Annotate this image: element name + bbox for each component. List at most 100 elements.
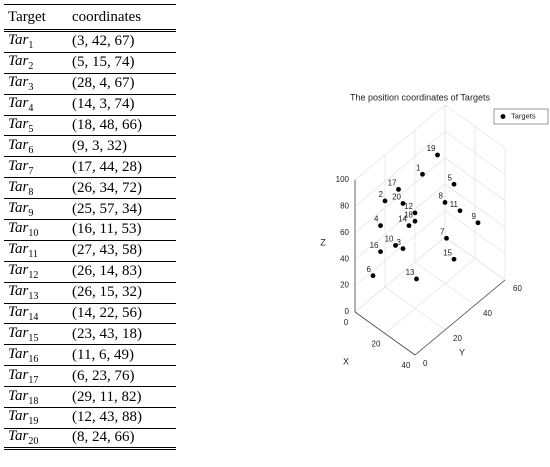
point-label: 7 [440, 227, 445, 236]
target-index: 12 [28, 270, 39, 282]
coordinates-cell: (9, 3, 32) [72, 137, 127, 154]
target-name: Tar [8, 304, 29, 321]
target-name: Tar [8, 136, 29, 153]
axis-line [354, 311, 416, 356]
table-row: Tar20 (8, 24, 66) [4, 428, 176, 450]
table-row: Tar12 (26, 14, 83) [4, 262, 176, 283]
coordinates-cell: (28, 4, 67) [72, 75, 135, 92]
target-name: Tar [8, 408, 29, 425]
target-name: Tar [8, 74, 29, 91]
target-cell: Tar9 [4, 200, 72, 219]
coordinates-cell: (25, 57, 34) [72, 200, 142, 217]
coordinates-cell: (14, 3, 74) [72, 96, 135, 113]
target-name: Tar [8, 199, 29, 216]
grid-line [354, 104, 446, 181]
coordinates-cell: (12, 43, 88) [72, 409, 142, 426]
y-tick-label: 60 [513, 284, 522, 293]
table-row: Tar6 (9, 3, 32) [4, 136, 176, 158]
table-row: Tar11 (27, 43, 58) [4, 241, 176, 262]
grid-line [444, 210, 506, 254]
target-point [457, 208, 463, 214]
axis-line [414, 279, 506, 356]
grid-line [444, 104, 506, 149]
target-cell: Tar8 [4, 179, 72, 198]
grid-line [444, 131, 506, 175]
coordinates-cell: (18, 48, 66) [72, 117, 142, 133]
target-index: 10 [28, 228, 39, 240]
point-label: 6 [367, 265, 372, 274]
coordinates-cell: (17, 44, 28) [72, 158, 142, 175]
target-cell: Tar11 [4, 241, 72, 260]
target-name: Tar [8, 262, 29, 279]
table-row: Tar17 (6, 23, 76) [4, 366, 176, 388]
grid-line [414, 261, 476, 306]
target-name: Tar [8, 428, 29, 445]
point-label: 3 [397, 238, 402, 247]
target-name: Tar [8, 220, 29, 237]
target-point [442, 200, 448, 205]
target-cell: Tar5 [4, 116, 72, 135]
x-tick-label: 0 [344, 318, 349, 327]
table-row: Tar15 (23, 43, 18) [4, 324, 176, 346]
table-row: Tar7 (17, 44, 28) [4, 157, 176, 179]
z-tick-label: 40 [340, 254, 349, 263]
target-point [378, 223, 383, 229]
target-index: 3 [28, 82, 34, 94]
coordinates-cell: (23, 43, 18) [72, 325, 142, 342]
target-point [451, 256, 457, 262]
target-name: Tar [8, 95, 29, 112]
coordinates-cell: (26, 14, 83) [72, 263, 142, 280]
target-index: 13 [28, 291, 39, 303]
target-point [406, 223, 412, 229]
y-tick-label: 20 [453, 334, 462, 343]
point-label: 12 [404, 202, 413, 211]
target-cell: Tar6 [4, 137, 72, 156]
target-name: Tar [8, 157, 29, 174]
target-cell: Tar16 [4, 346, 72, 365]
target-name: Tar [8, 283, 29, 300]
grid-line [384, 258, 476, 334]
point-label: 5 [448, 173, 453, 182]
target-index: 8 [28, 186, 34, 198]
header-cell: Target [8, 8, 46, 25]
target-point [382, 198, 388, 204]
target-cell: Tar14 [4, 304, 72, 323]
target-index: 5 [28, 124, 34, 135]
target-index: 20 [28, 436, 39, 448]
point-label: 19 [427, 144, 436, 153]
target-index: 6 [28, 144, 34, 156]
grid-line [354, 236, 446, 313]
target-name: Tar [8, 345, 29, 362]
target-point [370, 273, 376, 279]
target-index: 1 [28, 40, 34, 52]
point-label: 18 [404, 210, 413, 219]
chart-title: The position coordinates of Targets [350, 92, 490, 102]
coordinates-cell: (11, 6, 49) [72, 346, 134, 363]
table-row: Tar19 (12, 43, 88) [4, 408, 176, 429]
table-row: Tar16 (11, 6, 49) [4, 345, 176, 367]
y-axis-label: Y [459, 347, 465, 357]
target-name: Tar [8, 116, 29, 132]
coordinates-cell: (27, 43, 58) [72, 242, 142, 259]
target-point [451, 181, 457, 187]
target-name: Tar [8, 178, 29, 195]
table-row: Tar10 (16, 11, 53) [4, 220, 176, 241]
target-cell: Tar13 [4, 283, 72, 302]
table: Target coordinates Tar1 (3, 42, 67) Tar2 (5… [4, 4, 176, 450]
target-point [396, 186, 401, 192]
target-name: Tar [8, 324, 29, 341]
target-cell: Tar4 [4, 95, 72, 114]
target-point [400, 246, 406, 252]
point-label: 20 [392, 193, 401, 202]
grid-line [384, 286, 446, 331]
point-label: 13 [406, 268, 415, 277]
target-index: 2 [28, 61, 34, 73]
grid-line [444, 236, 506, 281]
coordinates-cell: (26, 15, 32) [72, 284, 142, 301]
table-row: Tar9 (25, 57, 34) [4, 199, 176, 221]
point-label: 11 [450, 200, 459, 209]
point-label: 10 [385, 235, 394, 244]
target-index: 15 [28, 332, 39, 344]
point-label: 14 [398, 215, 407, 224]
point-label: 16 [370, 241, 379, 250]
